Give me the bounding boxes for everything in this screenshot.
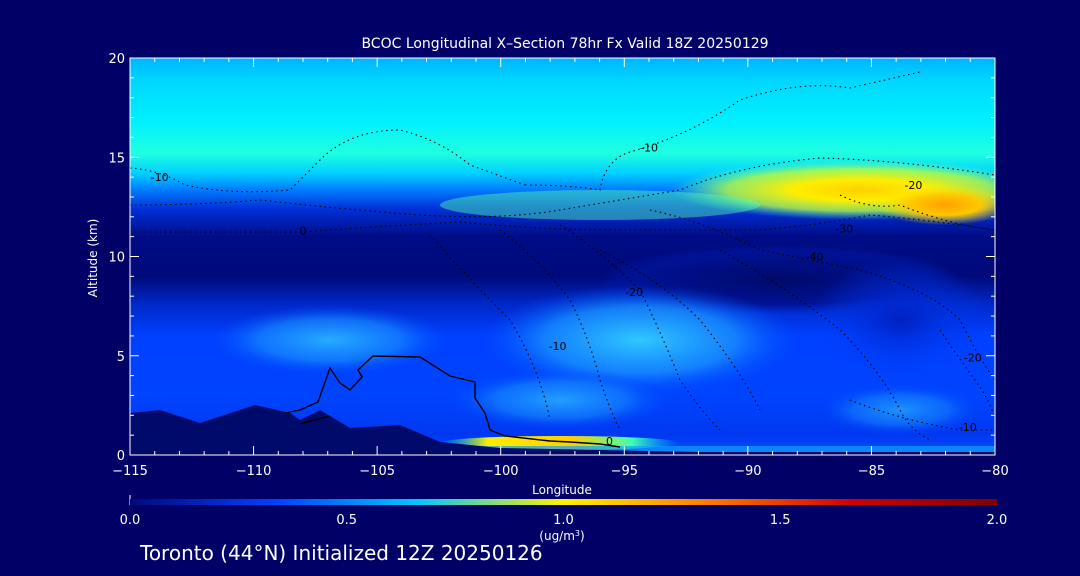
y-tick-label: 5 — [117, 350, 125, 365]
init-footer: Toronto (44°N) Initialized 12Z 20250126 — [140, 541, 543, 565]
contour-label: -40 — [806, 250, 824, 263]
contour-labels: -10 0 -10 -20 -30 -40 -20 -10 0 -20 -10 — [151, 141, 982, 448]
contour-label: -10 — [959, 421, 977, 434]
colorbar-unit: (ug/m3) — [539, 529, 584, 543]
colorbar-tick-label: 0.5 — [336, 513, 357, 528]
contour-label: -20 — [904, 179, 922, 192]
colorbar-unit-sup: 3 — [575, 529, 580, 538]
contour-label: -20 — [964, 352, 982, 365]
y-axis-label: Altitude (km) — [86, 219, 100, 298]
y-tick-label: 0 — [117, 449, 125, 464]
colorbar-tick-label: 1.0 — [553, 513, 574, 528]
contour-label: -30 — [835, 223, 853, 236]
colorbar-unit-text: (ug/m — [539, 529, 575, 543]
colorbar-ramp — [130, 499, 997, 505]
colorbar: 0.0 0.5 1.0 1.5 2.0 (ug/m3) — [120, 495, 1008, 543]
zero-contour-line — [284, 355, 621, 448]
x-tick-label: −80 — [981, 464, 1008, 479]
colorbar-ticks: 0.0 0.5 1.0 1.5 2.0 — [120, 513, 1008, 528]
y-tick-label: 15 — [108, 151, 125, 166]
x-tick-label: −100 — [483, 464, 519, 479]
x-axis: −115 −110 −105 −100 −95 −90 −85 −80 — [112, 58, 1009, 479]
x-axis-label: Longitude — [532, 483, 592, 497]
contour-label: -10 — [640, 141, 658, 154]
colorbar-tick-label: 2.0 — [987, 513, 1008, 528]
colorbar-tick-label: 0.0 — [120, 513, 141, 528]
chart-title: BCOC Longitudinal X–Section 78hr Fx Vali… — [361, 36, 768, 52]
x-tick-label: −110 — [236, 464, 272, 479]
x-tick-label: −105 — [359, 464, 395, 479]
x-tick-label: −115 — [112, 464, 148, 479]
contour-label: -10 — [151, 171, 169, 184]
contour-label: 0 — [606, 435, 613, 448]
contour-label: -10 — [549, 340, 567, 353]
concentration-field: -10 0 -10 -20 -30 -40 -20 -10 0 -20 -10 — [130, 58, 995, 455]
x-tick-label: −90 — [734, 464, 761, 479]
colorbar-unit-end: ) — [580, 529, 585, 543]
colorbar-tick-label: 1.5 — [770, 513, 791, 528]
y-tick-label: 20 — [108, 52, 125, 67]
contour-label: 0 — [300, 225, 307, 238]
y-tick-label: 10 — [108, 251, 125, 266]
terrain-mask — [130, 405, 995, 455]
y-axis: 0 5 10 15 20 — [108, 52, 995, 464]
x-tick-label: −95 — [611, 464, 638, 479]
contour-label: -20 — [625, 286, 643, 299]
x-tick-label: −85 — [858, 464, 885, 479]
dotted-contours — [130, 71, 995, 441]
